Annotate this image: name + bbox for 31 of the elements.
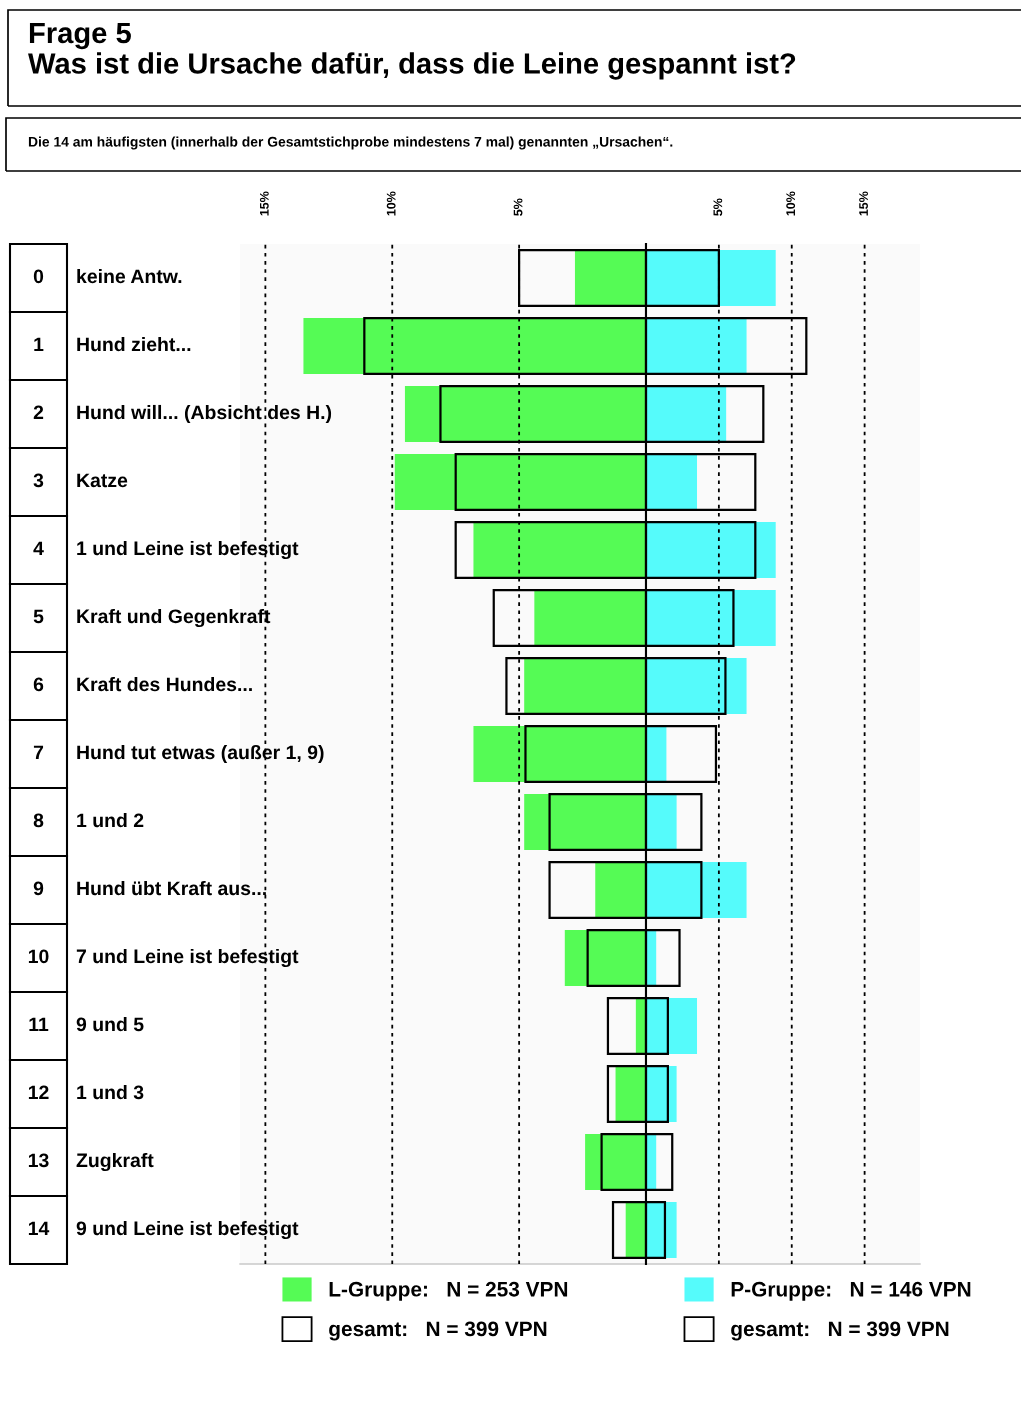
- category-label: 5 Kraft und Gegenkraft: [33, 608, 271, 628]
- category-label: 6 Kraft des Hundes...: [33, 676, 252, 692]
- legend-label: gesamt: N = 399 VPN: [329, 1321, 547, 1341]
- legend-label: P-Gruppe: N = 146 VPN: [731, 1281, 971, 1301]
- category-label: 0 keine Antw.: [33, 268, 182, 284]
- chart-title: Frage 5 Was ist die Ursache dafür, dass die Leine gespannt ist?: [28, 22, 796, 80]
- category-label: 4 1 und Leine ist befestigt: [33, 540, 299, 560]
- category-label: 9 Hund übt Kraft aus...: [33, 880, 266, 896]
- x-tick-label: 10%: [386, 191, 396, 216]
- x-tick-label: 10%: [786, 191, 796, 216]
- category-label: 2 Hund will... (Absicht des H.): [33, 404, 332, 424]
- bar: [646, 794, 677, 850]
- category-label: 3 Katze: [33, 473, 128, 488]
- bar: [646, 454, 698, 510]
- x-tick-label: 15%: [859, 191, 868, 216]
- x-tick-label: 5%: [713, 198, 723, 216]
- category-label: 7 Hund tut etwas (außer 1, 9): [33, 744, 324, 764]
- category-label: 13 Zugkraft: [28, 1152, 154, 1172]
- category-label: 8 1 und 2: [33, 812, 144, 828]
- bar: [646, 726, 667, 782]
- legend-label: L-Gruppe: N = 253 VPN: [329, 1281, 568, 1301]
- category-label: 11 9 und 5: [29, 1016, 144, 1032]
- bar: [646, 318, 747, 374]
- category-label: 10 7 und Leine ist befestigt: [28, 948, 299, 968]
- category-label: 1 Hund zieht...: [34, 336, 191, 352]
- category-label: 12 1 und 3: [28, 1084, 144, 1100]
- x-tick-label: 5%: [513, 198, 523, 216]
- legend-label: gesamt: N = 399 VPN: [731, 1321, 949, 1341]
- category-label: 14 9 und Leine ist befestigt: [28, 1220, 299, 1240]
- chart-subtitle: Die 14 am häufigsten (innerhalb der Gesamtstichprobe mindestens 7 mal) genannten „Ursachen“.: [28, 136, 673, 150]
- x-tick-label: 15%: [259, 191, 269, 216]
